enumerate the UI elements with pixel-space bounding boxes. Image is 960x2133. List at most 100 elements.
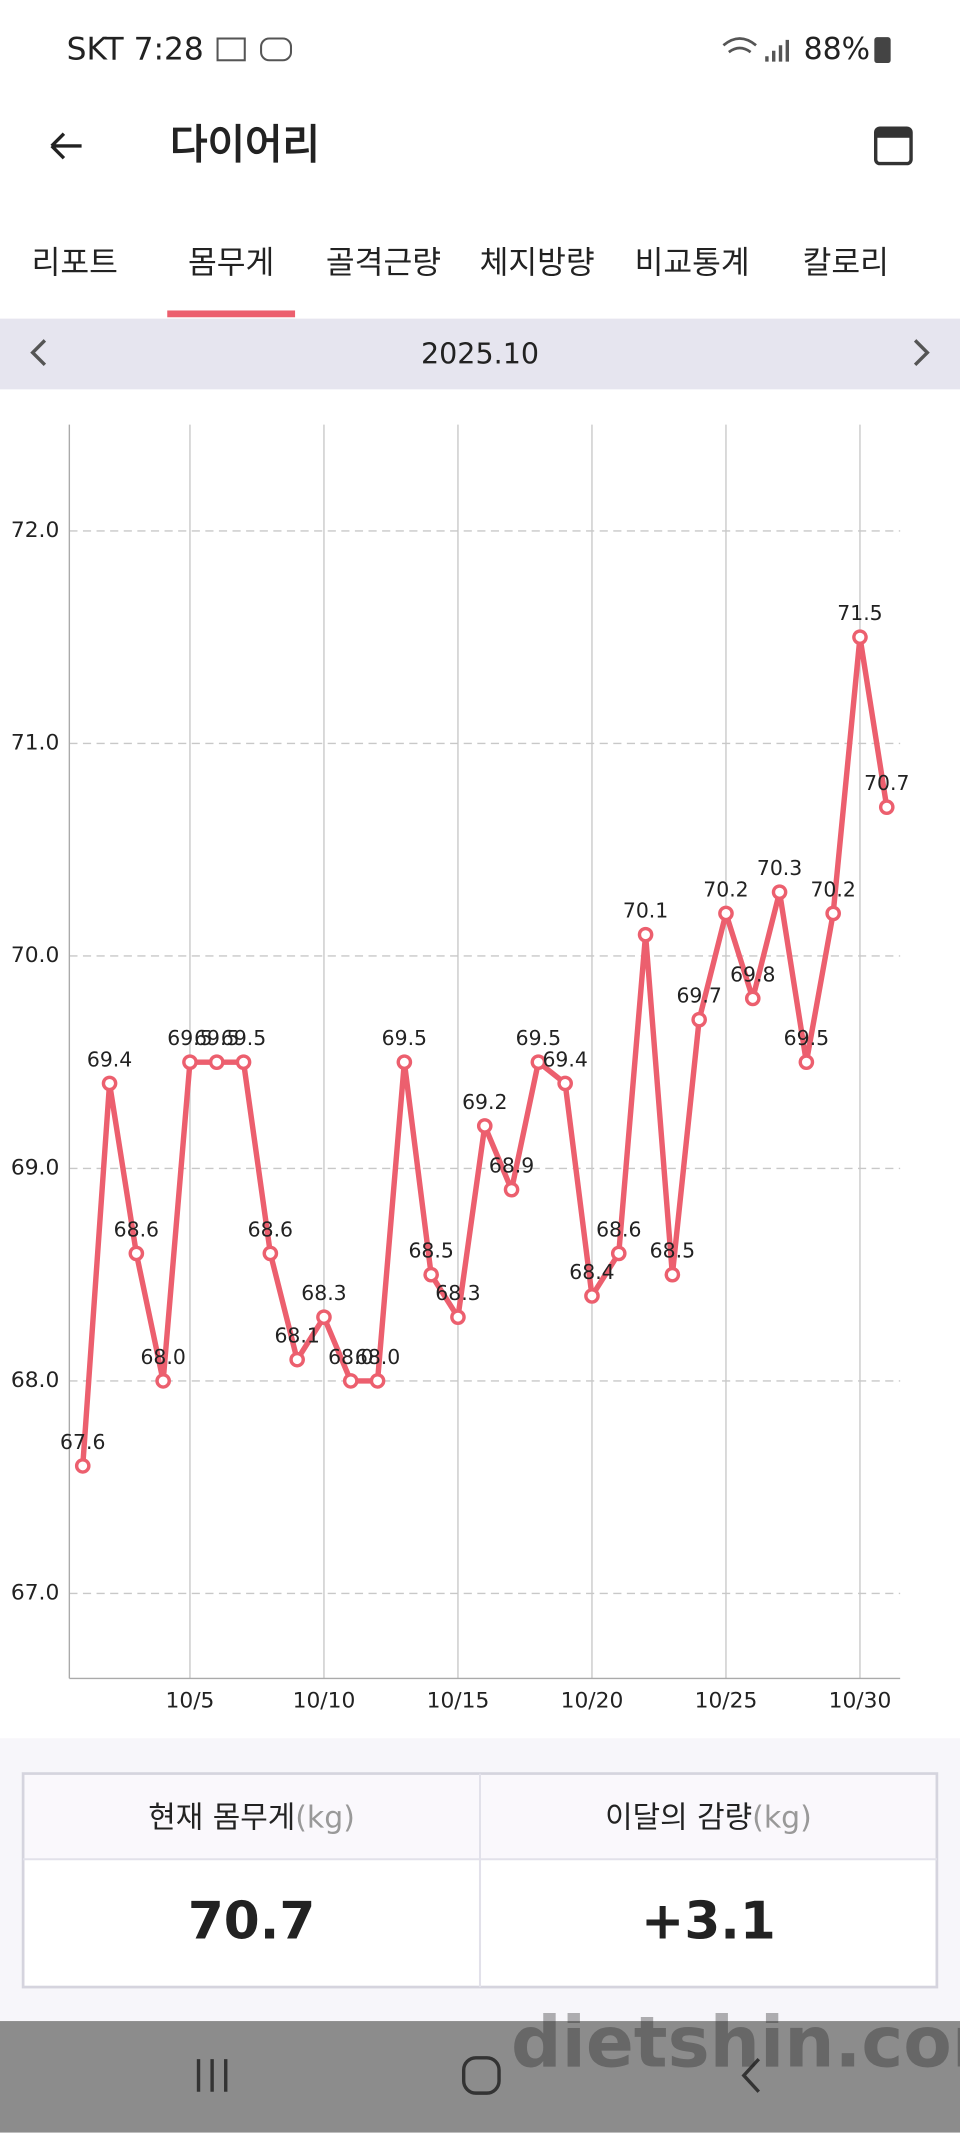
data-label: 71.5 bbox=[837, 601, 882, 625]
data-point bbox=[557, 1075, 573, 1092]
data-label: 69.4 bbox=[542, 1047, 587, 1071]
data-label: 67.6 bbox=[60, 1430, 105, 1454]
summary-header-cell: 이달의 감량(kg) bbox=[605, 1800, 812, 1835]
data-label: 68.1 bbox=[274, 1324, 319, 1348]
data-label: 68.6 bbox=[114, 1217, 159, 1241]
y-tick-label: 67.0 bbox=[11, 1580, 59, 1605]
data-point bbox=[878, 799, 895, 815]
header-title: 다이어리 bbox=[170, 120, 320, 168]
back-button[interactable] bbox=[50, 132, 82, 160]
data-point bbox=[798, 1054, 815, 1070]
watermark: dietshin.com bbox=[511, 2000, 960, 2083]
summary-header-unit: (kg) bbox=[752, 1800, 812, 1835]
data-label: 68.0 bbox=[328, 1345, 373, 1369]
data-point bbox=[235, 1054, 252, 1070]
data-point bbox=[316, 1309, 332, 1325]
x-tick-label: 10/25 bbox=[695, 1689, 758, 1714]
x-tick-label: 10/10 bbox=[293, 1689, 356, 1714]
month-nav bbox=[0, 318, 960, 390]
data-point bbox=[503, 1181, 520, 1198]
data-point bbox=[637, 926, 654, 943]
summary-header-unit: (kg) bbox=[295, 1800, 355, 1835]
data-label: 68.3 bbox=[301, 1281, 346, 1305]
prev-month[interactable] bbox=[30, 339, 47, 367]
tab[interactable]: 비교통계 bbox=[635, 245, 750, 281]
x-tick-label: 10/30 bbox=[829, 1689, 892, 1714]
data-label: 69.5 bbox=[784, 1026, 829, 1050]
data-point bbox=[369, 1373, 386, 1389]
data-point bbox=[718, 905, 734, 922]
data-point bbox=[289, 1351, 305, 1368]
data-label: 70.2 bbox=[703, 877, 748, 901]
data-label: 68.6 bbox=[248, 1217, 293, 1241]
x-tick-label: 10/20 bbox=[561, 1689, 624, 1714]
data-label: 68.0 bbox=[355, 1345, 400, 1369]
y-tick-label: 71.0 bbox=[11, 730, 59, 755]
summary-header-label: 현재 몸무게 bbox=[148, 1800, 295, 1835]
data-point bbox=[396, 1054, 413, 1070]
tab[interactable]: 체지방량 bbox=[480, 245, 595, 281]
data-label: 69.5 bbox=[221, 1026, 266, 1050]
nav-recent[interactable] bbox=[196, 2059, 228, 2092]
tab[interactable]: 칼로리 bbox=[803, 245, 889, 281]
tab[interactable]: 리포트 bbox=[32, 245, 118, 281]
data-point bbox=[74, 1458, 91, 1474]
calendar-button[interactable] bbox=[873, 126, 913, 166]
tab[interactable]: 골격근량 bbox=[326, 245, 441, 281]
data-point bbox=[530, 1054, 547, 1070]
data-label: 70.3 bbox=[757, 856, 802, 880]
wifi-icon bbox=[722, 37, 757, 54]
data-label: 68.5 bbox=[650, 1239, 695, 1263]
data-point bbox=[342, 1373, 359, 1389]
data-label: 69.5 bbox=[516, 1026, 561, 1050]
chart: 67.0 68.0 69.0 70.0 71.0 72.0 10/5 10/10 10/15 10… bbox=[11, 424, 909, 1714]
data-point bbox=[771, 884, 788, 900]
data-point bbox=[852, 629, 868, 645]
data-line bbox=[80, 634, 890, 1467]
data-label: 69.7 bbox=[676, 984, 721, 1008]
summary-value: +3.1 bbox=[641, 1892, 776, 1952]
data-label: 69.5 bbox=[194, 1026, 239, 1050]
data-point bbox=[101, 1075, 118, 1092]
data-label: 69.4 bbox=[87, 1047, 132, 1071]
next-month[interactable] bbox=[913, 339, 930, 367]
data-label: 69.5 bbox=[167, 1026, 212, 1050]
calendar-icon bbox=[875, 128, 912, 138]
nav-home[interactable] bbox=[461, 2056, 501, 2095]
data-point bbox=[155, 1373, 171, 1389]
data-label: 69.8 bbox=[730, 962, 775, 986]
data-point bbox=[208, 1054, 225, 1070]
nav-back[interactable] bbox=[741, 2057, 761, 2093]
data-point bbox=[664, 1266, 681, 1283]
data-point bbox=[262, 1245, 279, 1262]
month-label: 2025.10 bbox=[421, 336, 539, 370]
summary-value: 70.7 bbox=[188, 1892, 315, 1952]
y-tick-label: 68.0 bbox=[11, 1368, 59, 1393]
y-tick-label: 72.0 bbox=[11, 518, 59, 543]
data-point bbox=[825, 905, 841, 922]
data-point bbox=[691, 1011, 707, 1028]
x-tick-label: 10/15 bbox=[427, 1689, 490, 1714]
x-tick-label: 10/5 bbox=[166, 1689, 215, 1714]
y-tick-label: 70.0 bbox=[11, 943, 59, 968]
tab-bar: 리포트 몸무게 골격근량 체지방량 비교통계 칼로리 bbox=[32, 245, 889, 318]
data-point bbox=[584, 1288, 600, 1304]
data-label: 70.1 bbox=[623, 899, 668, 923]
data-label: 69.2 bbox=[462, 1090, 507, 1114]
battery-icon bbox=[874, 37, 891, 63]
tab[interactable]: 몸무게 bbox=[188, 245, 274, 281]
data-label: 70.7 bbox=[864, 771, 909, 795]
nav-bar bbox=[0, 2021, 960, 2133]
tab-indicator bbox=[167, 310, 296, 318]
data-label: 68.3 bbox=[435, 1281, 480, 1305]
battery-text: 88% bbox=[804, 32, 870, 67]
data-point bbox=[423, 1266, 439, 1283]
signal-icon bbox=[765, 39, 790, 62]
status-time: SKT 7:28 bbox=[67, 32, 204, 68]
summary-header-cell: 현재 몸무게(kg) bbox=[148, 1800, 355, 1835]
data-label: 69.5 bbox=[382, 1026, 427, 1050]
data-point bbox=[450, 1309, 466, 1325]
status-icon bbox=[260, 37, 293, 62]
